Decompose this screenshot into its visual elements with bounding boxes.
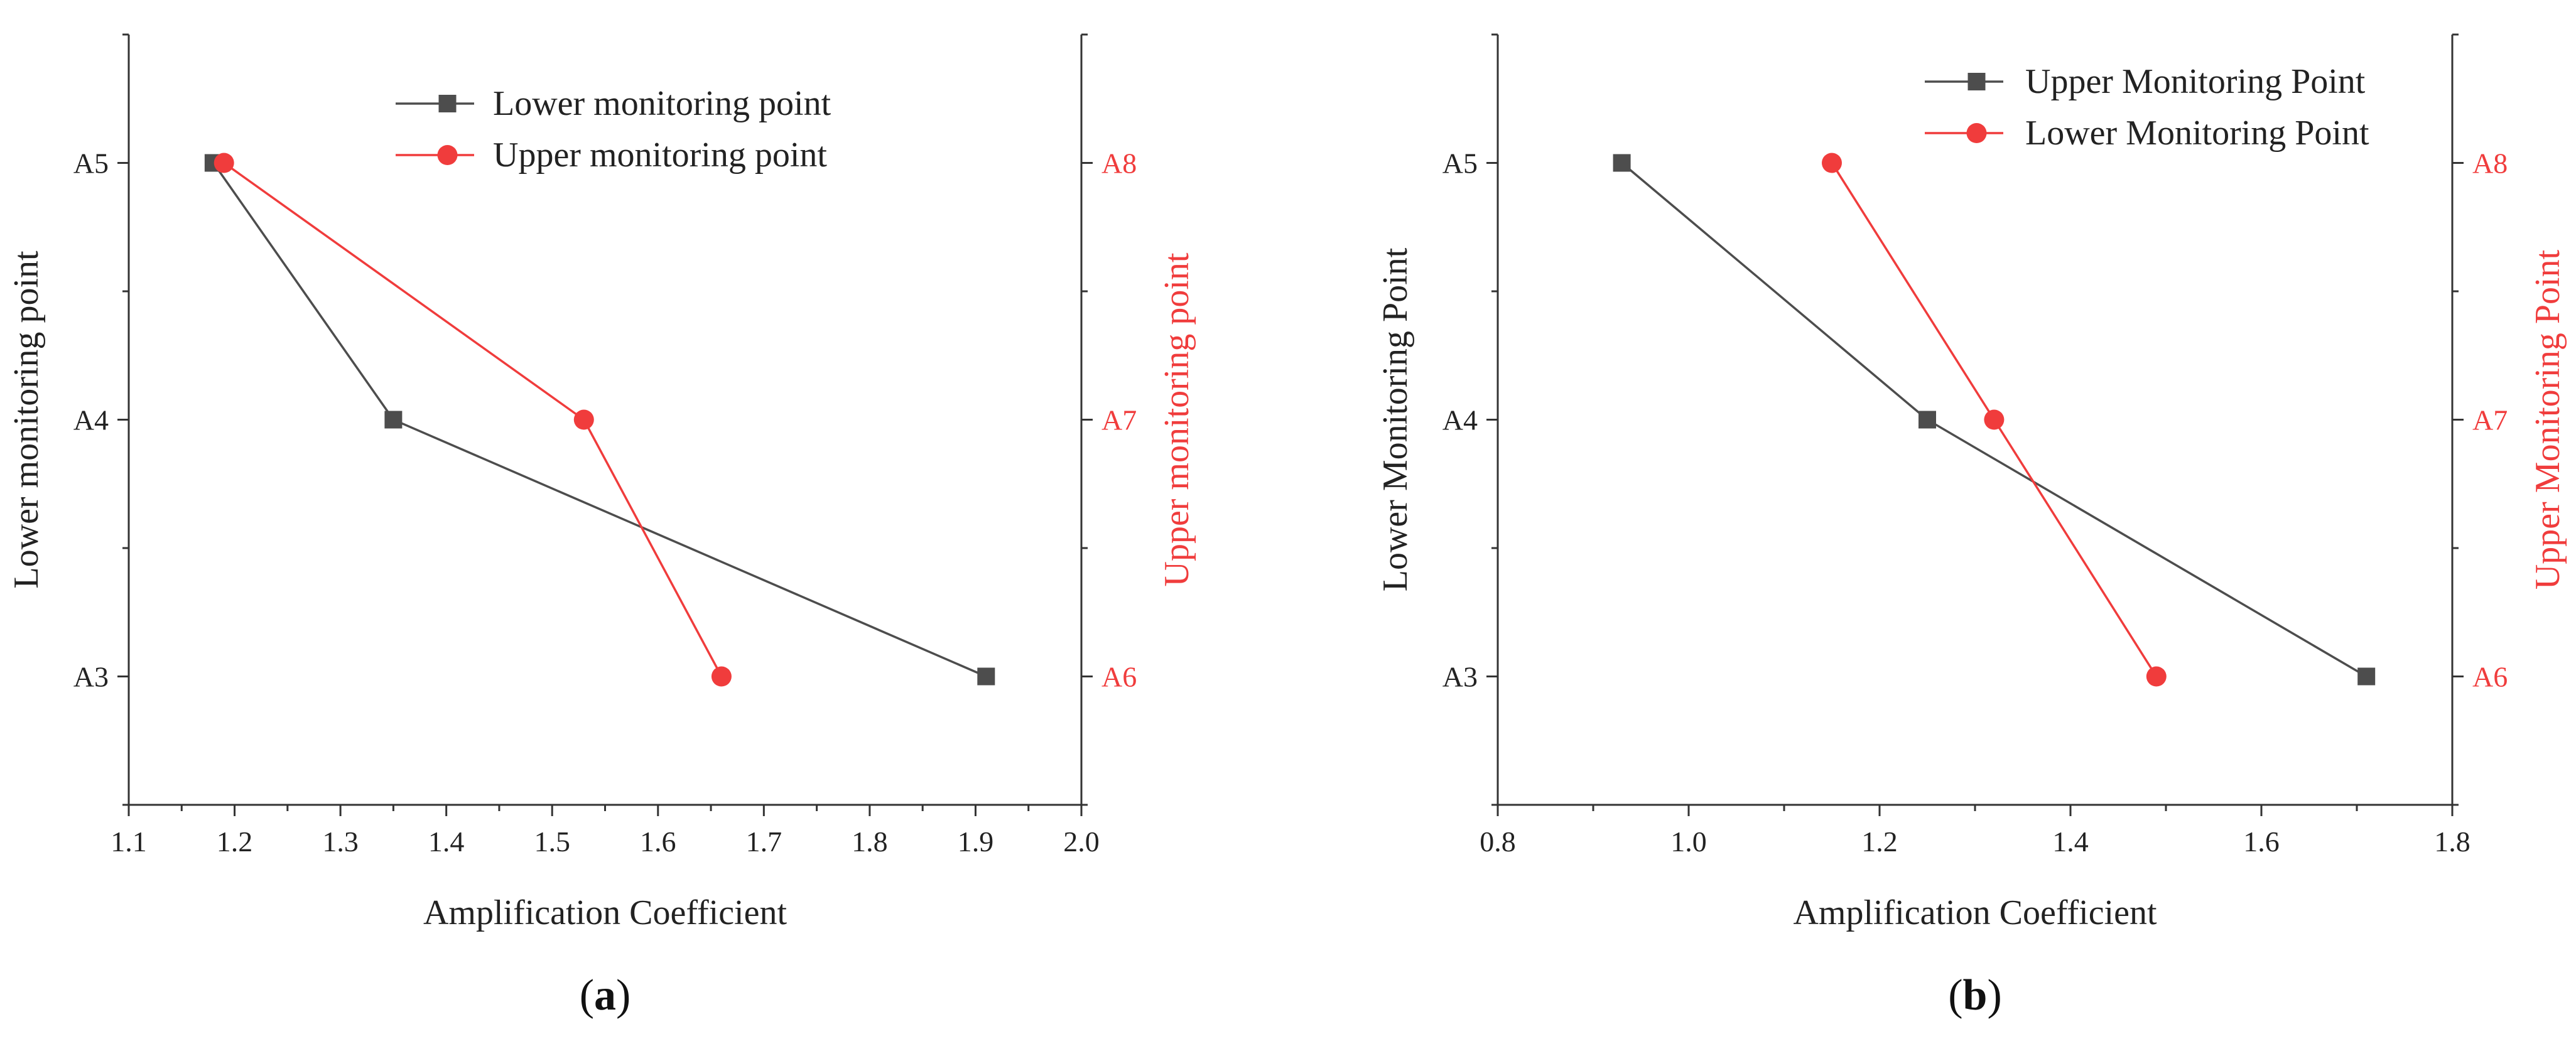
right-y-axis-title: Upper monitoring point bbox=[1157, 252, 1196, 586]
chart-panel-b: 0.8 1.0 1.2 1.4 1.6 1.8 A3 A4 A5 A6 A7 A8 Amplificat… bbox=[1376, 33, 2567, 1020]
data-point-circle bbox=[1984, 409, 2005, 430]
legend-marker-circle bbox=[437, 145, 458, 165]
x-tick-label: 1.3 bbox=[322, 826, 359, 858]
right-y-tick-label: A6 bbox=[2472, 661, 2508, 693]
left-y-tick-label: A4 bbox=[1442, 404, 1478, 436]
right-y-tick-label: A6 bbox=[1101, 661, 1137, 693]
data-point-square bbox=[1613, 154, 1631, 172]
x-tick-label: 1.4 bbox=[2052, 826, 2089, 858]
x-axis-title: Amplification Coefficient bbox=[423, 893, 787, 932]
x-tick-label: 1.5 bbox=[534, 826, 570, 858]
left-y-tick-label: A4 bbox=[73, 404, 109, 436]
left-y-axis-title: Lower monitoring point bbox=[7, 250, 46, 589]
x-tick-label: 1.6 bbox=[2243, 826, 2280, 858]
x-tick-label: 1.4 bbox=[428, 826, 465, 858]
right-y-tick-label: A7 bbox=[2472, 404, 2508, 436]
data-point-square bbox=[2357, 667, 2376, 686]
data-point-circle bbox=[214, 153, 234, 173]
left-y-tick-label: A5 bbox=[1442, 148, 1478, 180]
right-y-tick-label: A7 bbox=[1101, 404, 1137, 436]
left-y-axis-title: Lower Monitoring Point bbox=[1376, 247, 1415, 591]
x-tick-label: 1.7 bbox=[746, 826, 782, 858]
legend-marker-circle bbox=[1966, 123, 1987, 143]
x-tick-label: 1.6 bbox=[640, 826, 676, 858]
data-point-square bbox=[1918, 411, 1936, 429]
legend-label-2: Upper monitoring point bbox=[493, 136, 827, 175]
left-y-tick-label: A3 bbox=[73, 661, 109, 693]
legend-marker-square bbox=[1967, 73, 1986, 90]
legend-label-1: Lower monitoring point bbox=[493, 84, 831, 123]
panel-label: (b) bbox=[1948, 971, 2002, 1020]
panel-label: (a) bbox=[580, 971, 631, 1020]
legend-label-2: Lower Monitoring Point bbox=[2025, 114, 2369, 153]
legend-label-1: Upper Monitoring Point bbox=[2025, 62, 2366, 101]
legend-marker-square bbox=[438, 95, 457, 112]
left-y-tick-label: A3 bbox=[1442, 661, 1478, 693]
data-point-circle bbox=[2146, 666, 2167, 687]
x-axis-title: Amplification Coefficient bbox=[1793, 893, 2157, 932]
right-y-axis-title: Upper Monitoring Point bbox=[2528, 249, 2567, 589]
chart-panel-a: 1.1 1.2 1.3 1.4 1.5 1.6 1.7 1.8 1.9 2.0 A3 A4 A5 A6 A7… bbox=[7, 33, 1196, 1020]
data-point-circle bbox=[1822, 153, 1842, 173]
x-tick-label: 1.9 bbox=[958, 826, 994, 858]
x-tick-label: 1.2 bbox=[217, 826, 253, 858]
x-tick-label: 1.2 bbox=[1861, 826, 1898, 858]
left-y-tick-label: A5 bbox=[73, 148, 109, 180]
x-tick-label: 1.8 bbox=[2434, 826, 2470, 858]
data-point-square bbox=[977, 667, 995, 686]
x-tick-label: 1.8 bbox=[852, 826, 888, 858]
x-tick-label: 2.0 bbox=[1063, 826, 1100, 858]
x-tick-label: 1.0 bbox=[1670, 826, 1707, 858]
right-y-tick-label: A8 bbox=[2472, 148, 2508, 180]
x-tick-label: 1.1 bbox=[111, 826, 147, 858]
x-tick-label: 0.8 bbox=[1480, 826, 1516, 858]
data-point-square bbox=[384, 411, 403, 429]
data-point-circle bbox=[573, 409, 594, 430]
data-point-circle bbox=[711, 666, 732, 687]
right-y-tick-label: A8 bbox=[1101, 148, 1137, 180]
